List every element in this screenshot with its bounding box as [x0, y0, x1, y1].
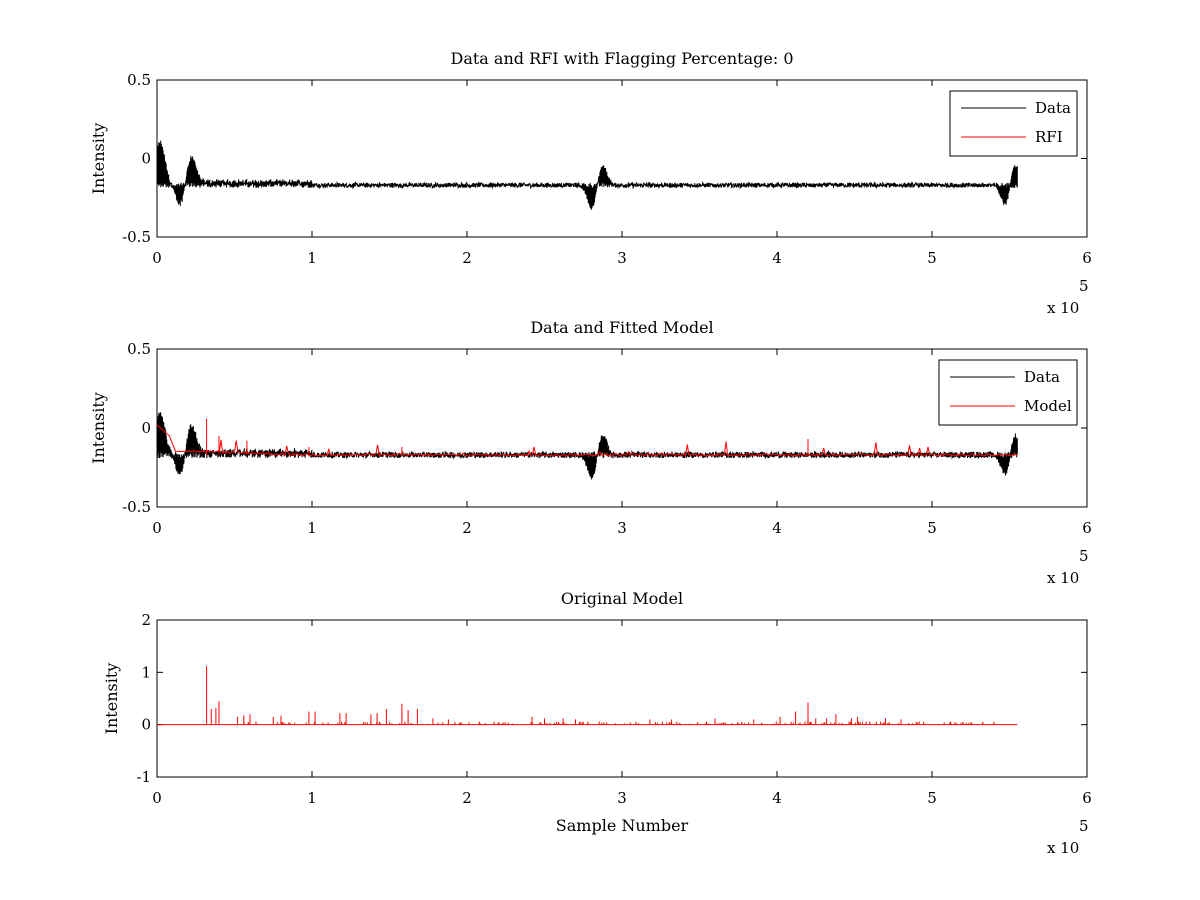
- x-tick-label: 0: [152, 789, 162, 807]
- panel-3: Original Model Intensity Sample Number 0 1 2 3…: [102, 589, 1092, 857]
- chart-title: Data and RFI with Flagging Percentage: 0: [450, 49, 793, 68]
- legend-box: [938, 359, 1078, 426]
- plot-frame: [156, 348, 1088, 508]
- plot-area: [157, 411, 1018, 480]
- x-tick-label: 2: [462, 519, 472, 537]
- x-tick-label: 4: [772, 249, 782, 267]
- legend: Data Model: [938, 359, 1078, 426]
- x-tick-label: 6: [1082, 249, 1092, 267]
- plot-frame: [156, 79, 1088, 238]
- x-tick-label: 6: [1082, 789, 1092, 807]
- x-exponent-base: x 10: [1047, 299, 1079, 317]
- x-exponent-power: 5: [1079, 547, 1089, 565]
- y-tick-label: 2: [141, 611, 151, 629]
- panel-1: Data and RFI with Flagging Percentage: 0…: [89, 49, 1092, 317]
- x-tick-label: 5: [927, 789, 937, 807]
- chart-title: Data and Fitted Model: [530, 318, 713, 337]
- x-tick-label: 5: [927, 249, 937, 267]
- x-axis-label: Sample Number: [556, 816, 689, 835]
- legend-label-2: RFI: [1035, 128, 1063, 146]
- y-tick-label: 0: [141, 716, 151, 734]
- y-axis-label: Intensity: [89, 392, 108, 464]
- x-tick-label: 0: [152, 249, 162, 267]
- series-model-line: [157, 424, 1018, 458]
- x-tick-label: 2: [462, 789, 472, 807]
- y-tick-label: 0: [141, 419, 151, 437]
- panel-2: Data and Fitted Model Intensity 0 1 2 3 4 5 6 -0.…: [89, 318, 1092, 587]
- legend-label-2: Model: [1024, 397, 1072, 415]
- x-exponent-power: 5: [1079, 817, 1089, 835]
- x-tick-label: 4: [772, 519, 782, 537]
- x-tick-label: 1: [307, 249, 317, 267]
- legend: Data RFI: [949, 90, 1078, 157]
- legend-box: [949, 90, 1078, 157]
- legend-label-1: Data: [1024, 368, 1060, 386]
- x-tick-label: 4: [772, 789, 782, 807]
- plot-frame: [156, 619, 1088, 778]
- y-tick-label: 1: [141, 663, 151, 681]
- y-axis-label: Intensity: [102, 663, 121, 735]
- y-tick-label: -1: [136, 768, 151, 786]
- x-tick-label: 2: [462, 249, 472, 267]
- x-tick-label: 3: [617, 789, 627, 807]
- x-tick-label: 3: [617, 519, 627, 537]
- x-tick-label: 1: [307, 519, 317, 537]
- y-axis-label: Intensity: [89, 123, 108, 195]
- x-tick-label: 5: [927, 519, 937, 537]
- chart-title: Original Model: [561, 589, 683, 608]
- y-tick-label: 0.5: [127, 340, 151, 358]
- x-exponent-power: 5: [1079, 277, 1089, 295]
- x-tick-label: 6: [1082, 519, 1092, 537]
- y-tick-label: 0.5: [127, 71, 151, 89]
- x-tick-label: 1: [307, 789, 317, 807]
- x-tick-label: 3: [617, 249, 627, 267]
- x-exponent-base: x 10: [1047, 569, 1079, 587]
- y-tick-label: 0: [141, 150, 151, 168]
- x-tick-label: 0: [152, 519, 162, 537]
- plot-area: [157, 666, 1018, 726]
- plot-area: [157, 140, 1018, 210]
- y-tick-label: -0.5: [122, 498, 151, 516]
- x-exponent-base: x 10: [1047, 839, 1079, 857]
- legend-label-1: Data: [1035, 99, 1071, 117]
- series-data-line: [157, 140, 1018, 210]
- y-tick-label: -0.5: [122, 228, 151, 246]
